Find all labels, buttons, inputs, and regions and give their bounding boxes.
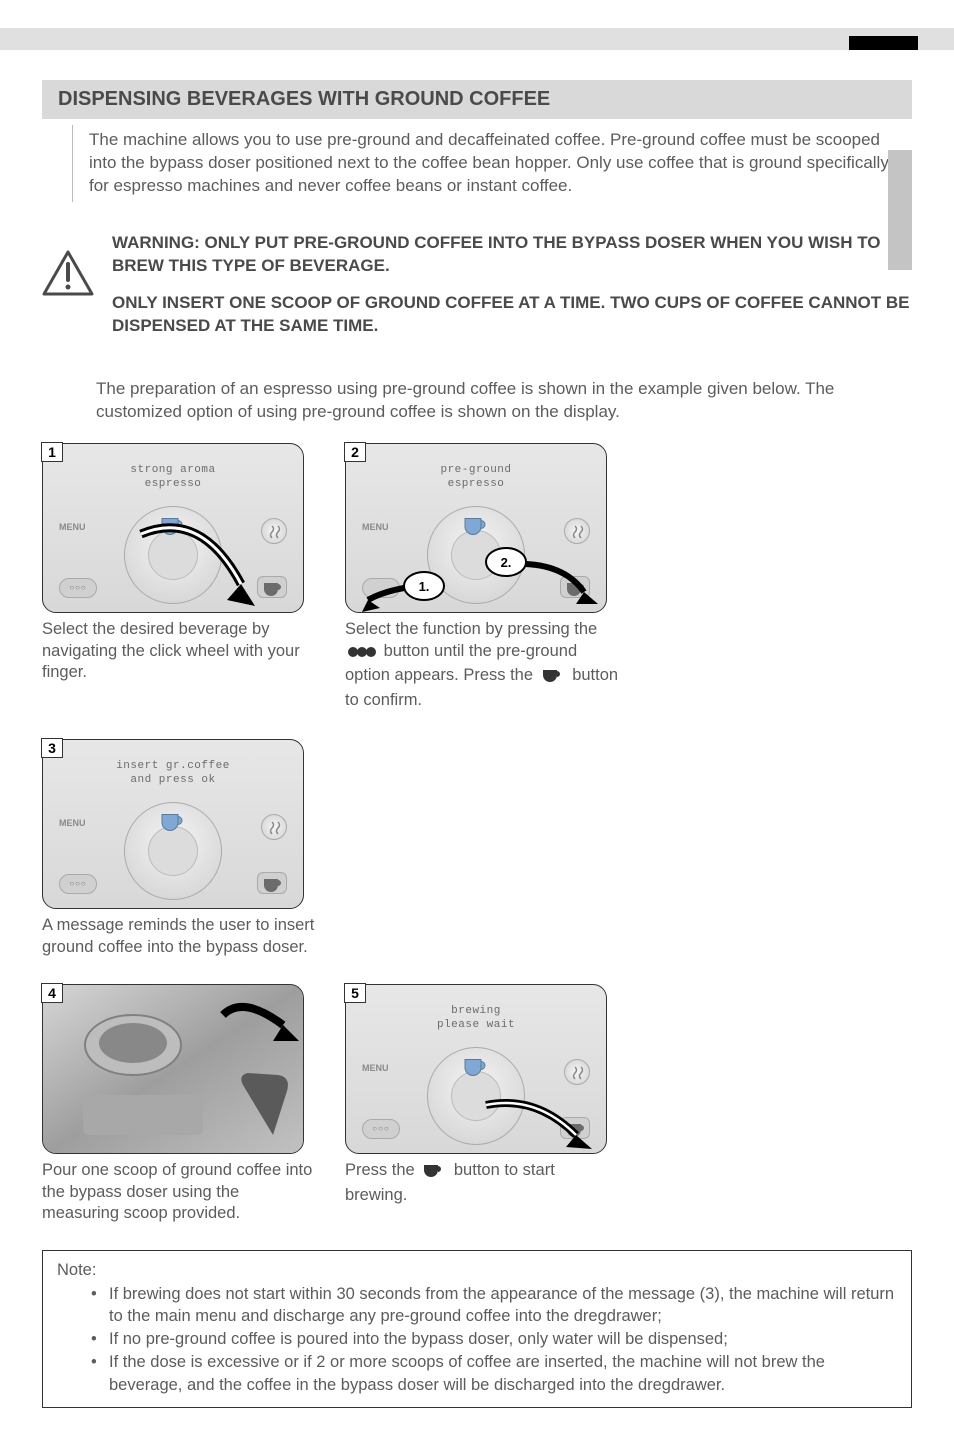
note-item: If brewing does not start within 30 seco… [91,1283,897,1328]
lcd-display: brewing please wait [401,1005,551,1033]
step-number: 5 [344,983,366,1003]
step-caption: Select the function by pressing the butt… [345,619,620,711]
lcd-display: pre-ground espresso [401,464,551,492]
note-item: If no pre-ground coffee is poured into t… [91,1328,897,1350]
control-panel: pre-ground espresso MENU [345,443,607,613]
beans-button: ○○○ [59,874,97,894]
step-number: 3 [41,738,63,758]
step-number: 1 [41,442,63,462]
step-caption: A message reminds the user to insert gro… [42,915,317,958]
note-item: If the dose is excessive or if 2 or more… [91,1351,897,1396]
beans-button: ○○○ [362,1119,400,1139]
steam-button [564,1059,590,1085]
note-list: If brewing does not start within 30 seco… [57,1283,897,1396]
control-panel: brewing please wait MENU ○○○ [345,984,607,1154]
intro-text: The machine allows you to use pre-ground… [72,125,912,202]
step-caption: Press the button to start brewing. [345,1160,620,1206]
lcd-display: insert gr.coffee and press ok [98,760,248,788]
press-arrow-icon [476,1085,606,1154]
menu-label: MENU [362,1063,389,1073]
svg-text:2.: 2. [501,555,512,570]
step-caption: Pour one scoop of ground coffee into the… [42,1160,317,1224]
step-number: 4 [41,983,63,1003]
swipe-arrow-icon [121,514,261,613]
cup-icon [158,811,188,838]
control-panel: insert gr.coffee and press ok MENU ○○○ [42,739,304,909]
cup-icon [461,1056,491,1083]
warning-icon [42,232,94,352]
photo-bypass-doser [42,984,304,1154]
steam-button [261,518,287,544]
note-box: Note: If brewing does not start within 3… [42,1250,912,1408]
section-title: DISPENSING BEVERAGES WITH GROUND COFFEE [42,80,912,119]
beans-button: ○○○ [59,578,97,598]
warning-text: WARNING: ONLY PUT PRE-GROUND COFFEE INTO… [112,232,912,352]
steam-button [261,814,287,840]
lead-paragraph: The preparation of an espresso using pre… [96,378,912,424]
callout-2-icon: 2. [466,536,606,606]
control-panel: strong aroma espresso MENU ○○○ [42,443,304,613]
callout-1-icon: 1. [362,564,462,613]
cup-icon [421,1162,447,1184]
menu-label: MENU [362,522,389,532]
menu-label: MENU [59,522,86,532]
step-number: 2 [344,442,366,462]
cup-icon [540,667,566,689]
side-tab [888,150,912,270]
svg-text:1.: 1. [419,579,430,594]
step-caption: Select the desired beverage by navigatin… [42,619,317,683]
brew-button [257,872,287,894]
menu-label: MENU [59,818,86,828]
note-title: Note: [57,1261,96,1279]
brew-button [257,576,287,598]
lcd-display: strong aroma espresso [98,464,248,492]
beans-icon [347,644,377,665]
